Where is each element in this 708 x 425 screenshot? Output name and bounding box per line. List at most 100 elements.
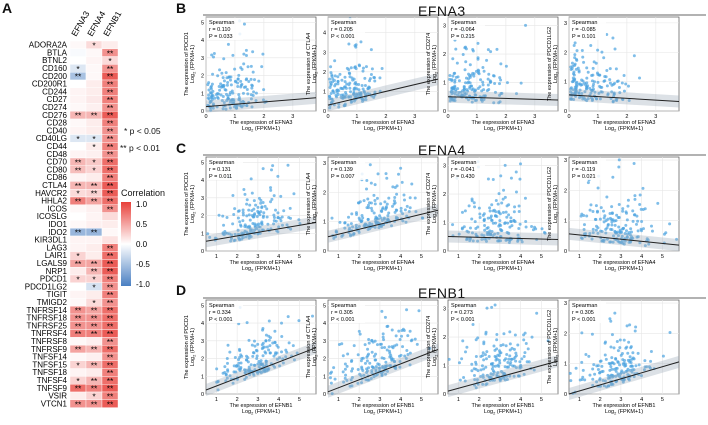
x-tick-label: 3 — [498, 397, 501, 403]
data-point — [600, 230, 604, 234]
data-point — [366, 347, 370, 351]
data-point — [613, 223, 617, 227]
heatmap-significance-mark: ** — [107, 251, 114, 261]
y-tick-label: 0 — [564, 392, 567, 398]
data-point — [221, 83, 225, 87]
heatmap-significance-mark: * — [92, 158, 96, 168]
data-point — [265, 369, 269, 373]
x-axis-unit-fpkm: (FPKM+1) — [616, 266, 643, 272]
data-point — [228, 100, 232, 104]
data-point — [387, 196, 391, 200]
data-point — [213, 96, 217, 100]
stats-r: r = 0.110 — [209, 27, 230, 33]
data-point — [328, 80, 332, 84]
data-point — [270, 168, 274, 172]
data-point — [224, 107, 228, 111]
data-point — [390, 358, 394, 362]
data-point — [629, 237, 633, 241]
data-point — [492, 208, 496, 212]
data-point — [221, 107, 225, 111]
heatmap-row-label: CD200 — [42, 72, 67, 81]
x-axis-unit-fpkm: (FPKM+1) — [375, 266, 402, 272]
data-point — [398, 360, 402, 364]
data-point — [453, 92, 457, 96]
data-point — [368, 361, 372, 365]
data-point — [261, 328, 265, 332]
y-tick-label: 0 — [443, 392, 446, 398]
data-point — [330, 392, 334, 396]
heatmap-row-label: IDO2 — [48, 228, 67, 237]
y-axis-label: The expression of CTLA4 — [306, 316, 312, 378]
data-point — [248, 203, 252, 207]
y-axis-unit-fpkm: (FPKM+1) — [312, 45, 318, 72]
regression-line — [327, 78, 439, 106]
heatmap-row-label: TNFRSF18 — [27, 314, 68, 323]
data-point — [209, 108, 213, 112]
heatmap-row-label: CD70 — [47, 158, 68, 167]
stats-p: P = 0.101 — [572, 34, 596, 40]
data-point — [523, 331, 527, 335]
stats-box — [207, 158, 243, 180]
heatmap-significance-mark: ** — [107, 150, 114, 160]
data-point — [372, 211, 376, 215]
y-axis-unit-log: Log — [312, 214, 318, 223]
x-tick-label: 3 — [256, 254, 259, 260]
data-point — [269, 200, 273, 204]
data-point — [524, 220, 528, 224]
data-point — [643, 359, 647, 363]
data-point — [368, 163, 372, 167]
heatmap-row-label: VTCN1 — [41, 399, 68, 408]
data-point — [649, 359, 653, 363]
data-point — [387, 345, 391, 349]
data-point — [232, 213, 236, 217]
data-point — [622, 89, 626, 93]
data-point — [504, 344, 508, 348]
data-point — [631, 209, 635, 213]
data-point — [616, 373, 620, 377]
data-point — [226, 42, 230, 46]
heatmap-significance-mark: ** — [107, 95, 114, 105]
data-point — [387, 211, 391, 215]
stats-r: r = -0.064 — [451, 27, 475, 33]
data-point — [349, 222, 353, 226]
data-point — [380, 67, 384, 71]
heatmap-significance-mark: ** — [91, 376, 98, 386]
heatmap-row-label: CD80 — [47, 165, 68, 174]
data-point — [516, 233, 520, 237]
y-tick-label: 1 — [201, 91, 204, 97]
data-point — [494, 221, 498, 225]
data-point — [507, 241, 511, 245]
data-point — [462, 88, 466, 92]
data-point — [260, 347, 264, 351]
stats-p: P = 0.021 — [572, 174, 596, 180]
data-point — [602, 216, 606, 220]
data-point — [347, 215, 351, 219]
data-point — [596, 186, 600, 190]
data-point — [589, 96, 593, 100]
data-point — [246, 92, 250, 96]
data-point — [342, 85, 346, 89]
data-point — [585, 76, 589, 80]
data-point — [489, 50, 493, 54]
data-point — [330, 74, 334, 78]
data-point — [273, 365, 277, 369]
y-axis-unit-log: Log — [432, 214, 438, 223]
data-point — [486, 216, 490, 220]
heatmap-significance-mark: ** — [91, 189, 98, 199]
x-tick-label: 5 — [298, 397, 301, 403]
data-point — [374, 365, 378, 369]
y-tick-label: 1 — [323, 374, 326, 380]
data-point — [499, 62, 503, 66]
data-point — [470, 362, 474, 366]
data-point — [261, 354, 265, 358]
data-point — [357, 329, 361, 333]
data-point — [373, 202, 377, 206]
data-point — [269, 188, 273, 192]
data-point — [625, 235, 629, 239]
data-point — [274, 208, 278, 212]
stats-r: r = 0.205 — [331, 27, 353, 33]
data-point — [267, 367, 271, 371]
data-point — [237, 361, 241, 365]
data-point — [603, 353, 607, 357]
